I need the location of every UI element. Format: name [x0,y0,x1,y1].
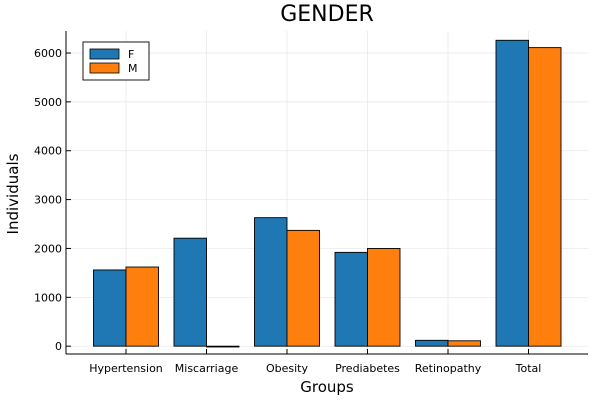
legend-swatch-m [89,62,120,74]
bar-f-total [495,39,529,347]
legend: FM [82,41,150,81]
bar-f-hypertension [93,269,127,347]
bar-m-retinopathy [447,340,481,347]
bar-f-miscarriage [173,237,207,347]
y-tick-label: 4000 [34,145,62,158]
y-tick-labels: 0 1000 2000 3000 4000 5000 6000 [34,47,62,353]
legend-swatch-f [89,48,120,60]
x-tick-label: Obesity [266,362,309,375]
y-tick-label: 0 [55,340,62,353]
y-tick-label: 2000 [34,242,62,255]
bar-group [93,39,562,348]
bar-m-prediabetes [367,248,401,347]
axes [65,31,588,355]
chart-title: GENDER [280,2,374,27]
y-axis-title: Individuals [4,153,22,234]
x-tick-labels: Hypertension Miscarriage Obesity Prediabete… [89,362,541,375]
y-tick-label: 1000 [34,291,62,304]
x-axis-title: Groups [300,378,354,396]
bar-f-retinopathy [415,339,449,347]
bar-m-miscarriage [206,345,240,348]
x-tick-label: Miscarriage [175,362,239,375]
bar-m-obesity [286,229,320,347]
y-tick-label: 5000 [34,96,62,109]
bar-m-total [528,47,562,347]
x-tick-label: Total [515,362,542,375]
bar-f-obesity [254,217,288,347]
legend-label-f: F [128,48,134,61]
legend-label-m: M [128,62,138,75]
bar-f-prediabetes [334,251,368,347]
bar-m-hypertension [125,266,159,347]
x-tick-label: Prediabetes [335,362,400,375]
y-tick-label: 6000 [34,47,62,60]
y-tick-label: 3000 [34,194,62,207]
x-tick-label: Retinopathy [415,362,482,375]
legend-box [82,41,150,81]
x-tick-label: Hypertension [89,362,163,375]
